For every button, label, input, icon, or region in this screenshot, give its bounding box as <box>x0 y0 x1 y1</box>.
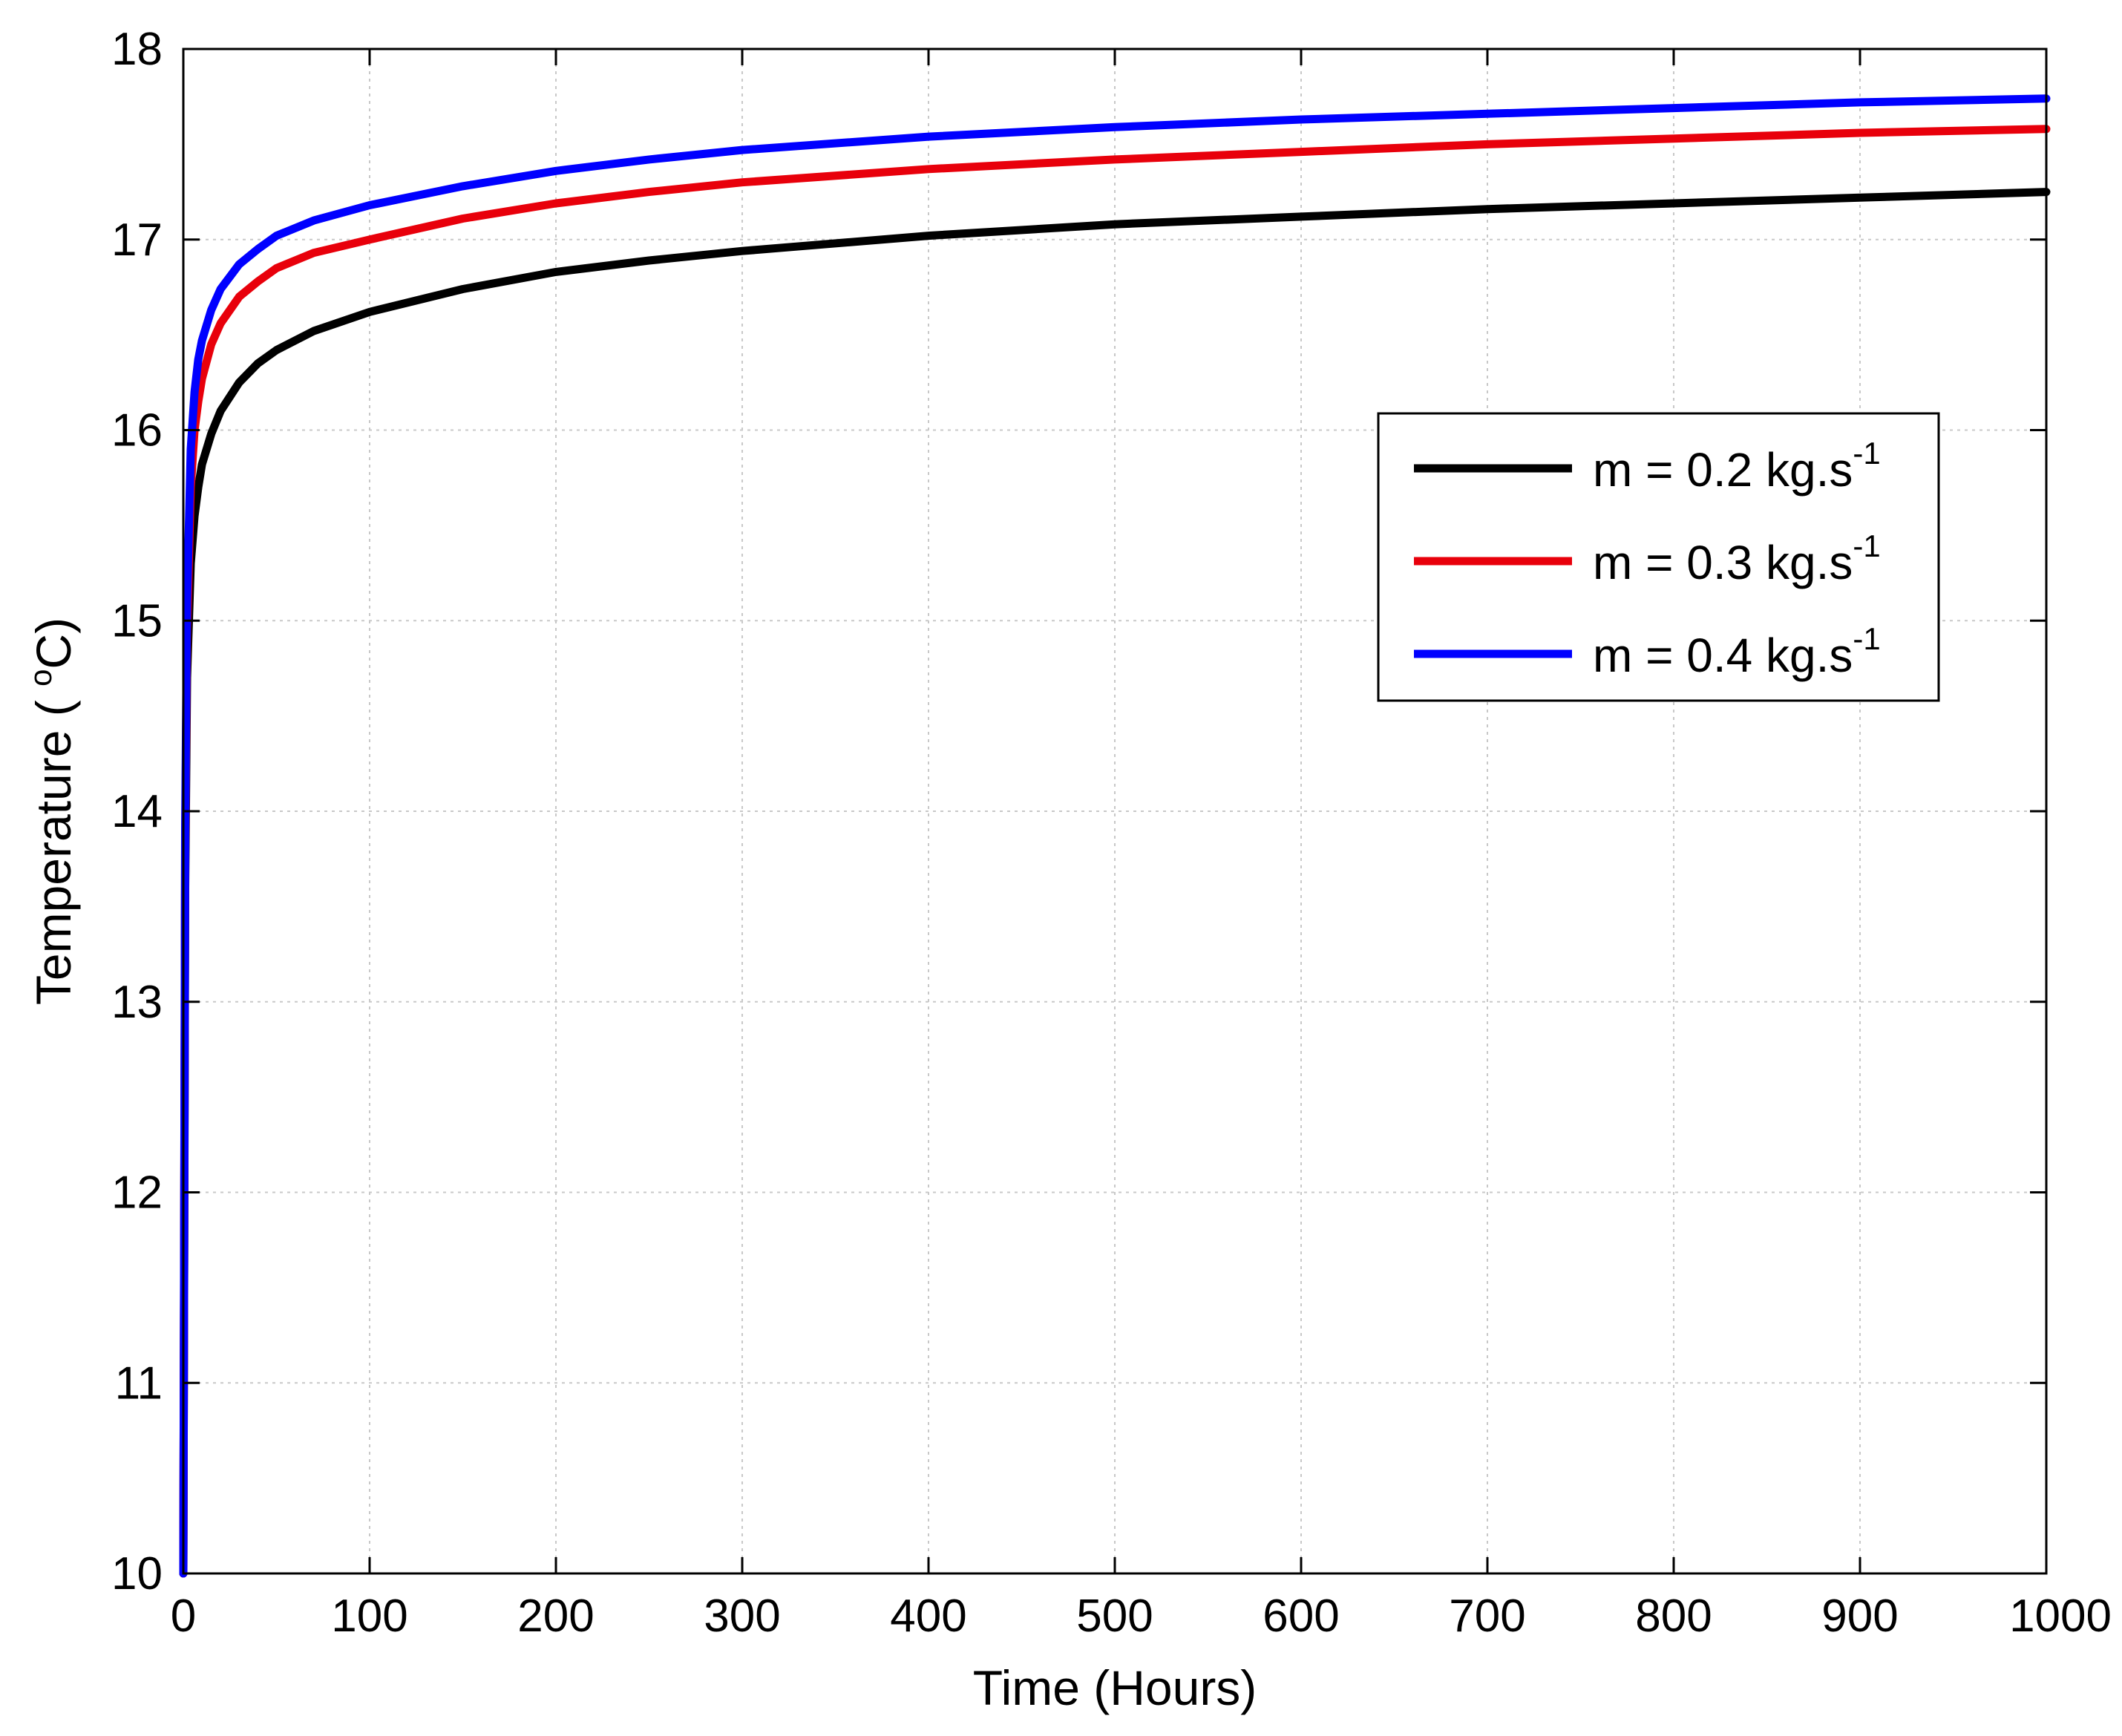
x-tick-label: 500 <box>1076 1591 1153 1642</box>
y-tick-label: 11 <box>115 1357 163 1409</box>
series-line-1 <box>179 188 2051 1578</box>
y-axis-title-unit: C) <box>26 618 81 669</box>
y-axis-title-main: Temperature ( <box>26 687 81 1005</box>
y-tick-label: 10 <box>111 1548 163 1599</box>
series-line-3 <box>179 94 2051 1578</box>
y-tick-label: 12 <box>111 1167 163 1219</box>
x-tick-label: 100 <box>331 1591 407 1642</box>
x-tick-label: 400 <box>890 1591 966 1642</box>
legend-label-2: m = 0.3 kg.s-1 <box>1593 528 1881 589</box>
legend-entries: m = 0.2 kg.s-1 m = 0.3 kg.s-1 m = 0.4 kg.s… <box>1414 436 1881 682</box>
y-tick-label: 18 <box>111 24 163 75</box>
legend-label-1: m = 0.2 kg.s-1 <box>1593 436 1881 497</box>
y-axis-title-degree: o <box>23 669 58 687</box>
y-tick-label: 17 <box>111 214 163 266</box>
y-tick-label: 15 <box>111 595 163 646</box>
x-axis-title: Time (Hours) <box>973 1660 1257 1715</box>
axis-ticks <box>182 48 2048 1575</box>
x-tick-label: 0 <box>171 1591 196 1642</box>
legend-label-3: m = 0.4 kg.s-1 <box>1593 621 1881 682</box>
y-tick-label: 14 <box>111 786 163 837</box>
y-tick-label: 13 <box>111 977 163 1028</box>
x-tick-label: 300 <box>704 1591 780 1642</box>
x-tick-label: 1000 <box>2009 1591 2112 1642</box>
x-tick-label: 700 <box>1449 1591 1525 1642</box>
x-tick-label: 200 <box>517 1591 594 1642</box>
y-axis-title: Temperature ( oC) <box>23 618 81 1005</box>
x-tick-labels: 0 100 200 300 400 500 600 700 800 900 1000 <box>171 1591 2112 1642</box>
x-tick-label: 800 <box>1635 1591 1712 1642</box>
y-tick-labels: 10 11 12 13 14 15 16 17 18 <box>111 24 163 1599</box>
y-tick-label: 16 <box>111 405 163 456</box>
x-tick-label: 600 <box>1263 1591 1339 1642</box>
x-tick-label: 900 <box>1821 1591 1898 1642</box>
legend: m = 0.2 kg.s-1 m = 0.3 kg.s-1 m = 0.4 kg.s… <box>1377 412 1940 702</box>
